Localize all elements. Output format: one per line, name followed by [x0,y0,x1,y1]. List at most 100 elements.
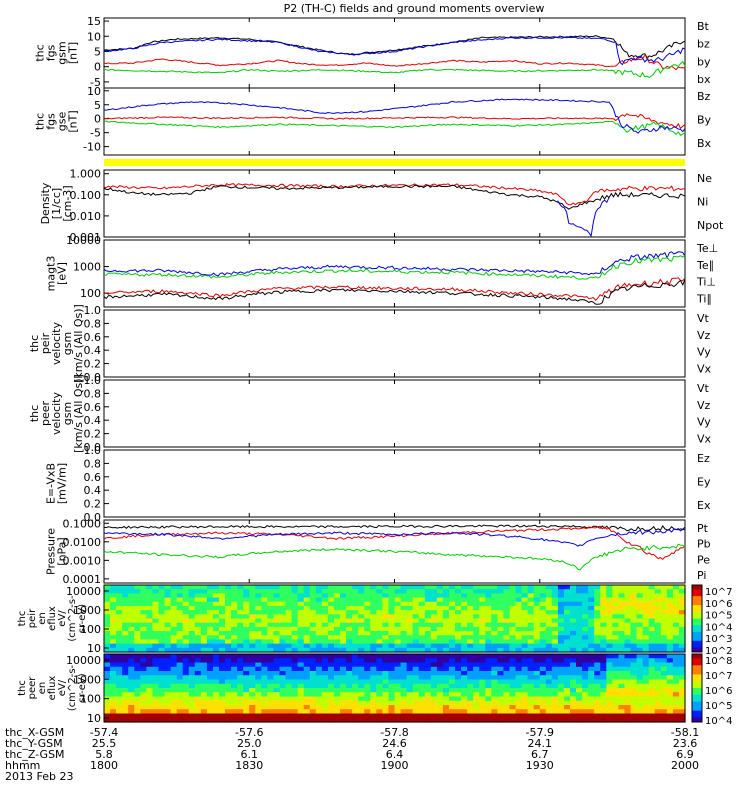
spectrogram-cell [321,614,329,620]
spectrogram-cell [600,605,607,611]
spectrogram-cell [200,662,208,668]
spectrogram-cell [158,705,166,710]
spectrogram-cell [267,585,275,590]
spectrogram-cell [212,696,220,702]
spectrogram-cell [315,635,323,641]
spectrogram-cell [303,662,311,668]
spectrogram-cell [225,614,232,620]
spectrogram-cell [231,614,238,620]
spectrogram-cell [267,679,275,685]
spectrogram-cell [588,709,595,715]
spectrogram-cell [315,671,323,676]
spectrogram-cell [479,692,486,698]
spectrogram-cell [630,675,638,681]
spectrogram-cell [406,688,414,693]
spectrogram-cell [539,679,547,685]
spectrogram-cell [182,662,190,668]
spectrogram-cell [303,709,311,715]
spectrogram-cell [164,622,172,628]
spectrogram-cell [352,671,359,676]
colorbar-cell [692,631,702,635]
colorbar-cell [692,706,702,709]
spectrogram-cell [116,705,123,710]
spectrogram-cell [364,618,371,624]
spectrogram-cell [352,696,359,702]
spectrogram-cell [424,614,432,620]
spectrogram-cell [279,713,287,719]
spectrogram-cell [152,585,160,590]
spectrogram-cell [152,597,160,603]
panel-peer_velocity: 1.00.80.60.40.20.0thcpeervelocitygsm[km/… [28,374,712,454]
y-axis-label-line: peir [39,332,52,354]
spectrogram-cell [491,605,498,611]
spectrogram-cell [340,605,347,611]
spectrogram-cell [122,662,129,668]
spectrogram-cell [218,626,226,632]
spectrogram-cell [491,639,498,645]
spectrogram-cell [406,639,414,645]
spectrogram-cell [576,700,583,706]
spectrogram-cell [654,631,662,636]
spectrogram-cell [279,709,287,715]
spectrogram-cell [352,705,359,710]
spectrogram-cell [600,692,607,698]
spectrogram-cell [291,654,299,659]
spectrogram-cell [430,610,438,615]
spectrogram-cell [576,671,583,676]
spectrogram-cell [346,717,353,723]
spectrogram-cell [382,585,390,590]
spectrogram-cell [448,713,456,719]
spectrogram-cell [557,601,565,607]
spectrogram-cell [612,666,620,672]
spectrogram-cell [333,696,341,702]
spectrogram-cell [116,666,123,672]
spectrogram-cell [291,671,299,676]
spectrogram-cell [243,631,250,636]
spectrogram-cell [134,643,141,649]
spectrogram-cell [340,597,347,603]
spectrogram-cell [122,688,129,693]
spectrogram-cell [237,696,244,702]
spectrogram-cell [606,683,613,689]
spectrogram-cell [206,679,214,685]
spectrogram-cell [122,675,129,681]
spectrogram-cell [509,593,517,599]
ytick-label: 0.0010 [63,554,102,567]
spectrogram-cell [291,631,299,636]
spectrogram-cell [473,688,480,693]
spectrogram-cell [340,671,347,676]
spectrogram-cell [430,705,438,710]
spectrogram-cell [630,618,638,624]
spectrogram-cell [624,658,632,664]
spectrogram-cell [515,675,523,681]
spectrogram-cell [104,700,111,706]
spectrogram-cell [479,614,486,620]
y-axis-label-line: thc [17,611,28,627]
spectrogram-cell [333,635,341,641]
spectrogram-cell [521,713,529,719]
spectrogram-cell [212,658,220,664]
spectrogram-cell [249,585,256,590]
spectrogram-cell [551,683,559,689]
spectrogram-cell [666,688,674,693]
spectrogram-cell [479,618,486,624]
spectrogram-cell [212,585,220,590]
spectrogram-cell [436,593,444,599]
spectrogram-cell [594,683,601,689]
spectrogram-cell [473,605,480,611]
spectrogram-cell [570,658,577,664]
spectrogram-cell [630,643,638,649]
spectrogram-cell [654,585,662,590]
spectrogram-cell [321,692,329,698]
spectrogram-cell [539,631,547,636]
spectrogram-cell [327,635,335,641]
spectrogram-cell [376,601,383,607]
spectrogram-cell [388,622,396,628]
spectrogram-cell [551,589,559,594]
spectrogram-cell [225,662,232,668]
spectrogram-cell [237,643,244,649]
spectrogram-cell [551,597,559,603]
spectrogram-cell [485,643,492,649]
spectrogram-cell [218,713,226,719]
